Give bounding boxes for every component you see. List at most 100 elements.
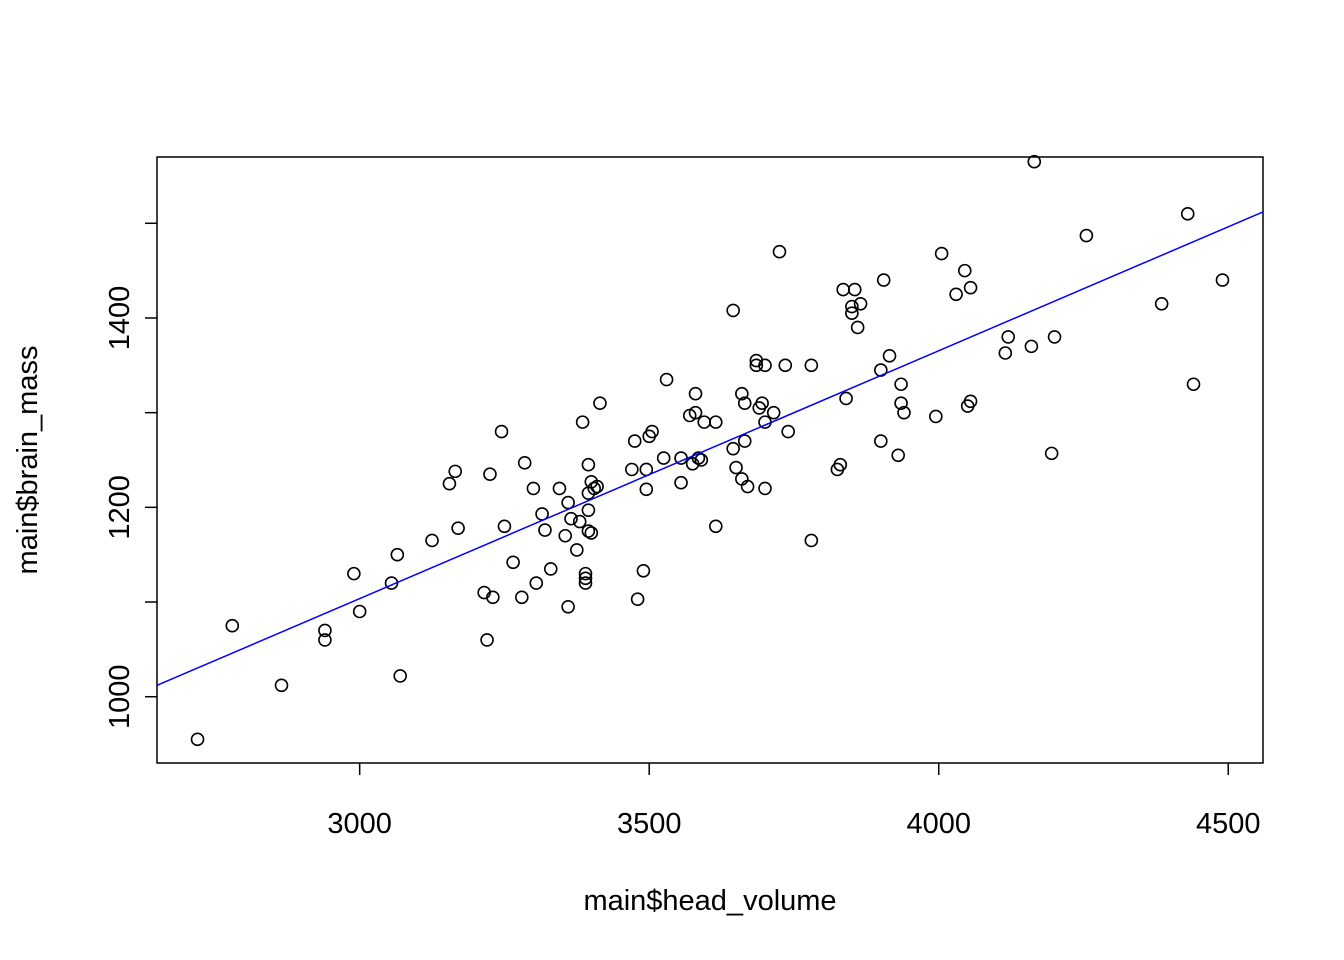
data-point bbox=[526, 481, 541, 496]
data-points bbox=[190, 154, 1230, 747]
data-point bbox=[1180, 207, 1195, 221]
data-point bbox=[772, 244, 787, 259]
data-point bbox=[949, 287, 963, 302]
data-point bbox=[963, 280, 978, 295]
data-point bbox=[957, 263, 972, 278]
data-point bbox=[929, 409, 943, 424]
data-point bbox=[572, 514, 587, 529]
data-point bbox=[483, 467, 497, 482]
y-axis-title: main$brain_mass bbox=[12, 346, 44, 575]
plot-frame bbox=[156, 156, 1264, 764]
data-point bbox=[688, 405, 703, 420]
data-point bbox=[625, 462, 639, 477]
data-point bbox=[755, 396, 769, 410]
data-point bbox=[758, 358, 772, 373]
data-point bbox=[390, 547, 405, 562]
data-point bbox=[529, 576, 544, 590]
data-point bbox=[708, 415, 723, 429]
data-point bbox=[726, 441, 740, 456]
data-point bbox=[645, 424, 659, 439]
data-point bbox=[656, 451, 671, 465]
data-point bbox=[894, 396, 908, 410]
data-point bbox=[497, 519, 512, 534]
data-point bbox=[749, 358, 764, 373]
x-tick-label: 3500 bbox=[617, 808, 682, 840]
data-point bbox=[1024, 339, 1039, 354]
data-point bbox=[853, 296, 868, 311]
data-point bbox=[963, 394, 978, 409]
data-point bbox=[874, 434, 888, 448]
data-point bbox=[515, 590, 529, 605]
data-point bbox=[627, 434, 642, 448]
y-axis: 1000 1200 1400 bbox=[104, 222, 157, 729]
data-point bbox=[578, 576, 593, 590]
data-point bbox=[636, 563, 651, 578]
data-point bbox=[836, 282, 850, 297]
data-point bbox=[274, 678, 289, 693]
data-point bbox=[543, 562, 558, 576]
data-point bbox=[425, 533, 439, 548]
x-tick-label: 3000 bbox=[327, 808, 392, 840]
data-point bbox=[1215, 273, 1230, 287]
data-point bbox=[347, 566, 361, 581]
data-point bbox=[564, 511, 578, 526]
data-point bbox=[593, 396, 607, 410]
data-point bbox=[897, 405, 911, 420]
data-point bbox=[847, 282, 862, 297]
data-point bbox=[735, 386, 749, 401]
data-point bbox=[697, 415, 712, 429]
data-point bbox=[581, 503, 596, 517]
data-point bbox=[845, 299, 859, 314]
data-point bbox=[538, 523, 552, 537]
data-point bbox=[581, 524, 596, 538]
data-point bbox=[442, 476, 457, 491]
data-point bbox=[630, 592, 645, 606]
data-point bbox=[740, 479, 755, 494]
data-point bbox=[639, 482, 654, 497]
data-point bbox=[578, 566, 593, 581]
data-point bbox=[833, 457, 848, 472]
data-point bbox=[882, 349, 897, 363]
data-point bbox=[318, 633, 332, 647]
data-point bbox=[781, 424, 795, 439]
data-point bbox=[688, 386, 703, 401]
data-point bbox=[1001, 330, 1016, 344]
y-tick-label: 1400 bbox=[104, 286, 136, 351]
data-point bbox=[552, 481, 567, 496]
data-point bbox=[1047, 330, 1062, 344]
data-point bbox=[578, 571, 593, 586]
data-point bbox=[448, 464, 463, 479]
data-point bbox=[659, 372, 674, 387]
data-point bbox=[558, 528, 573, 543]
data-point bbox=[225, 618, 240, 633]
data-point bbox=[804, 358, 819, 373]
data-point bbox=[494, 424, 509, 439]
data-point bbox=[998, 346, 1013, 360]
data-point bbox=[318, 623, 332, 638]
data-point bbox=[352, 604, 367, 619]
data-point bbox=[561, 599, 575, 614]
data-point bbox=[729, 460, 743, 475]
data-point bbox=[737, 434, 752, 448]
data-point bbox=[1079, 228, 1094, 243]
data-point bbox=[850, 320, 865, 335]
data-point bbox=[876, 273, 891, 287]
data-point bbox=[891, 448, 905, 463]
data-point bbox=[691, 451, 706, 465]
data-point bbox=[584, 526, 599, 540]
data-point bbox=[726, 303, 740, 318]
data-point bbox=[581, 457, 596, 472]
x-axis: 3000 3500 4000 4500 bbox=[327, 763, 1261, 840]
data-point bbox=[570, 543, 584, 557]
data-point bbox=[1044, 446, 1059, 461]
data-point bbox=[737, 396, 752, 410]
data-point bbox=[778, 358, 793, 373]
data-point bbox=[839, 391, 853, 406]
x-tick-label: 4500 bbox=[1196, 808, 1261, 840]
data-point bbox=[190, 732, 205, 747]
data-point bbox=[708, 519, 723, 534]
data-point bbox=[758, 481, 772, 496]
data-point bbox=[766, 405, 781, 420]
data-point bbox=[674, 475, 688, 490]
